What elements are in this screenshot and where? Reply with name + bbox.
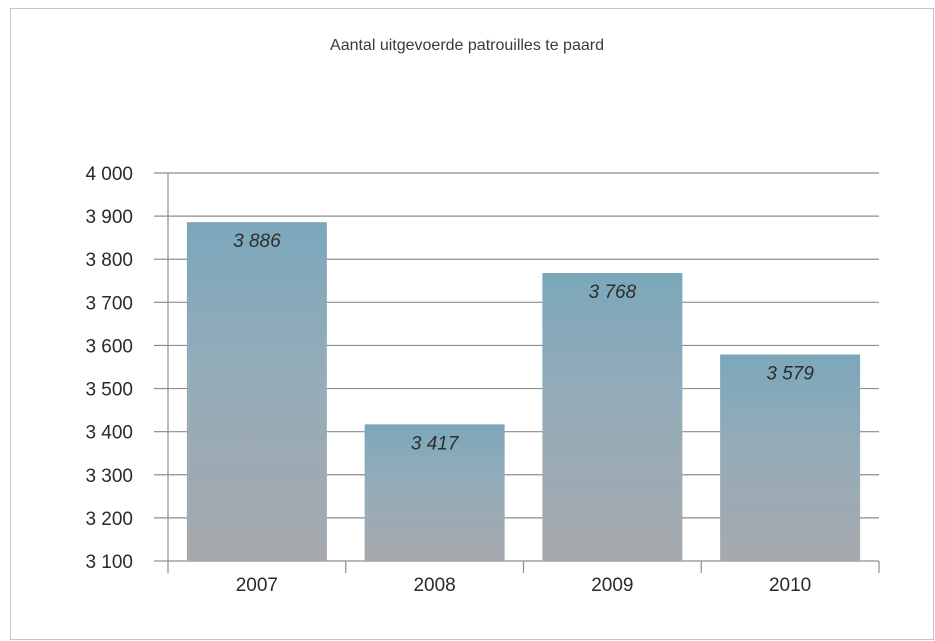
chart-title: Aantal uitgevoerde patrouilles te paard [330,37,604,54]
x-tick-label-2010: 2010 [769,575,811,596]
x-tick-label-2009: 2009 [591,575,633,596]
x-tick-label-2008: 2008 [413,575,455,596]
y-tick-label: 3 700 [85,293,133,314]
data-label-2008: 3 417 [411,433,460,454]
y-tick-label: 3 800 [85,250,133,271]
bar-2010 [720,354,861,561]
y-tick-label: 4 000 [85,164,133,185]
y-tick-label: 3 300 [85,466,133,487]
data-label-2009: 3 768 [589,282,637,303]
y-tick-label: 3 600 [85,336,133,357]
y-tick-label: 3 200 [85,509,133,530]
bars [186,222,861,561]
x-tick-label-2007: 2007 [236,575,278,596]
y-tick-label: 3 900 [85,207,133,228]
data-label-2010: 3 579 [766,363,814,384]
bar-2007 [186,222,327,561]
y-tick-label: 3 500 [85,380,133,401]
y-tick-label: 3 400 [85,423,133,444]
bar-2008 [364,424,505,561]
data-label-2007: 3 886 [233,231,281,252]
labels: 3 100 3 200 3 300 3 400 3 500 3 600 3 700 3 800… [85,164,814,596]
bar-2009 [542,273,683,561]
y-tick-label: 3 100 [85,552,133,573]
